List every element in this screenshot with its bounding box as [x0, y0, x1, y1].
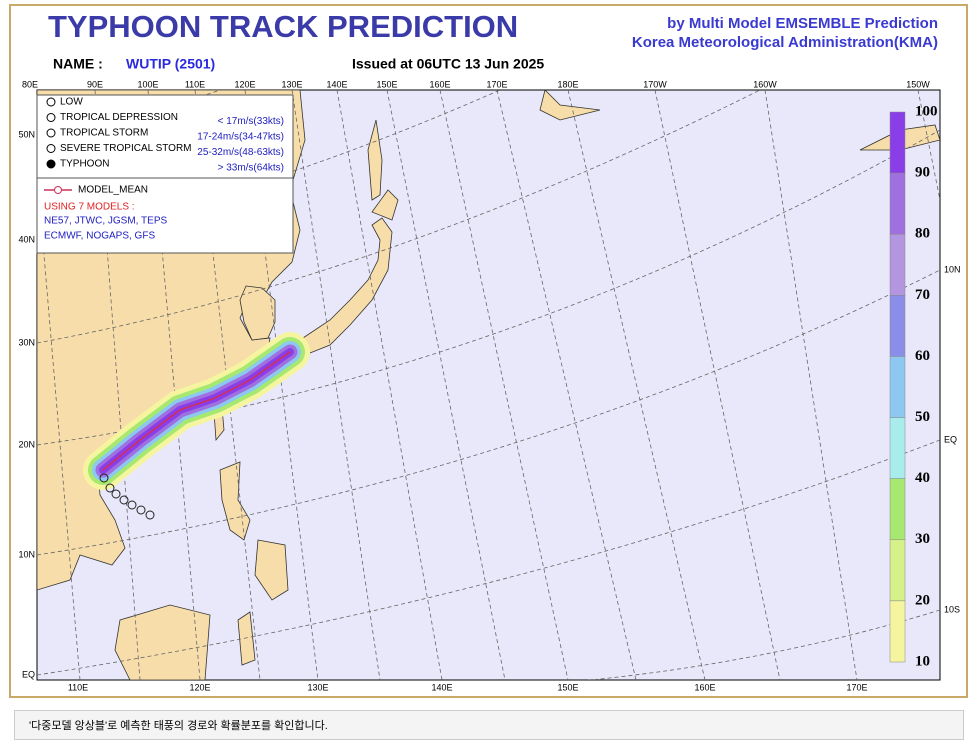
- legend-name: TROPICAL STORM: [60, 128, 148, 139]
- legend-symbol: [46, 97, 56, 107]
- legend-symbol: [46, 144, 56, 153]
- lon-label: 160W: [753, 79, 777, 89]
- subtitle: Korea Meteorological Administration(KMA): [632, 34, 938, 51]
- lon-label: 180E: [557, 79, 578, 89]
- colorbar-label: 90: [915, 165, 930, 181]
- probability-swath: [83, 332, 310, 490]
- colorbar-segment: [889, 600, 906, 663]
- colorbar-label: 40: [915, 470, 930, 486]
- legend-symbol: [46, 159, 56, 169]
- legend-name: TROPICAL DEPRESSION: [60, 112, 178, 123]
- lat-label: 10S: [944, 604, 960, 614]
- colorbar-segment: [889, 111, 906, 174]
- lon-label: 140E: [431, 682, 452, 692]
- colorbar-segment: [889, 172, 906, 235]
- lon-label: 140E: [326, 79, 347, 89]
- title: TYPHOON TRACK PREDICTION: [48, 9, 518, 44]
- lat-label: 50N: [18, 129, 35, 139]
- legend-symbol: [46, 128, 56, 138]
- colorbar-segment: [889, 295, 906, 357]
- storm-name: WUTIP (2501): [126, 56, 215, 72]
- colorbar-segment: [889, 478, 906, 541]
- storm-symbols: [99, 473, 155, 520]
- legend-symbol: [46, 113, 56, 122]
- lon-label: 170W: [643, 79, 667, 89]
- lon-label: 150E: [376, 79, 397, 89]
- colorbar-segment: [889, 417, 906, 479]
- lon-label: 130E: [307, 682, 328, 692]
- colorbar-label: 80: [915, 226, 930, 242]
- lon-label: 110E: [68, 682, 88, 692]
- models: NE57, JTWC, JGSM, TEPS: [44, 216, 167, 227]
- lon-label: 90E: [87, 79, 103, 89]
- name-label: NAME :: [53, 56, 103, 72]
- legend-range: 17-24m/s(34-47kts): [197, 132, 284, 143]
- colorbar-label: 10: [915, 653, 930, 669]
- legend-name: TYPHOON: [60, 159, 109, 170]
- colorbar-segment: [889, 539, 906, 602]
- lat-label: 10N: [944, 264, 961, 274]
- lon-label: 170E: [846, 682, 867, 692]
- colorbar-segment: [889, 356, 906, 418]
- issued: Issued at 06UTC 13 Jun 2025: [352, 56, 544, 72]
- lat-label: 40N: [18, 234, 35, 244]
- lon-label: 110E: [185, 79, 205, 89]
- lon-label: 130E: [281, 79, 302, 89]
- lon-label: 80E: [22, 79, 38, 89]
- models-title: USING 7 MODELS :: [44, 202, 135, 213]
- legend-name: SEVERE TROPICAL STORM: [60, 143, 192, 154]
- lon-label: 150W: [906, 79, 930, 89]
- legend-range: 25-32m/s(48-63kts): [197, 147, 284, 158]
- colorbar-segment: [889, 233, 906, 296]
- lon-label: 120E: [189, 682, 210, 692]
- colorbar-label: 60: [915, 348, 930, 364]
- legend-name: LOW: [60, 97, 83, 108]
- models: ECMWF, NOGAPS, GFS: [44, 231, 155, 242]
- colorbar-label: 100: [915, 103, 938, 119]
- lon-label: 120E: [234, 79, 255, 89]
- lon-label: 100E: [137, 79, 158, 89]
- axis-labels: 80E 90E 100E 110E 120E 130E 140E 150E 160E 170E 18…: [18, 79, 960, 692]
- map-figure: TYPHOON TRACK PREDICTION by Multi Model …: [9, 4, 968, 698]
- legend: LOW TROPICAL DEPRESSION < 17m/s(33kts) TROP…: [46, 97, 284, 174]
- lat-label: 10N: [18, 549, 35, 559]
- legend-box: [36, 94, 294, 254]
- subtitle: by Multi Model EMSEMBLE Prediction: [667, 15, 938, 32]
- colorbar-label: 50: [915, 409, 930, 425]
- lon-label: 160E: [694, 682, 715, 692]
- lon-label: 160E: [429, 79, 450, 89]
- legend-range: < 17m/s(33kts): [218, 116, 284, 127]
- mean-marker: [54, 186, 62, 194]
- colorbar-label: 20: [915, 592, 930, 608]
- colorbar-label: 70: [915, 287, 930, 303]
- legend-mean: MODEL_MEAN: [78, 185, 148, 196]
- lat-label: 20N: [18, 439, 35, 449]
- lon-label: 150E: [557, 682, 578, 692]
- lat-label: EQ: [22, 669, 35, 679]
- lat-label: 30N: [18, 337, 35, 347]
- lon-label: 170E: [486, 79, 507, 89]
- colorbar: 100 90 80 70 60 50 40 30 20 10: [889, 103, 938, 669]
- colorbar-label: 30: [915, 531, 930, 547]
- lat-label: EQ: [944, 434, 957, 444]
- caption: '다중모델 앙상블'로 예측한 태풍의 경로와 확률분포를 확인합니다.: [14, 710, 964, 740]
- legend-range: > 33m/s(64kts): [218, 163, 284, 174]
